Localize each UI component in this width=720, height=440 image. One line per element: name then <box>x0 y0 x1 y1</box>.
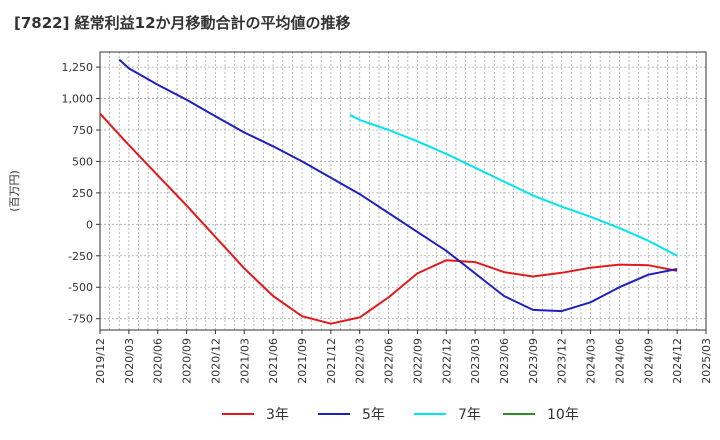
x-tick-label: 2023/12 <box>556 338 569 384</box>
x-tick-label: 2021/09 <box>296 338 309 384</box>
legend-label: 3年 <box>266 407 289 423</box>
x-tick-label: 2023/09 <box>527 338 540 384</box>
y-tick-label: 1,000 <box>62 93 94 106</box>
x-tick-label: 2021/03 <box>238 338 251 384</box>
x-tick-label: 2022/09 <box>411 338 424 384</box>
x-tick-label: 2019/12 <box>94 338 107 384</box>
x-tick-label: 2022/06 <box>383 338 396 384</box>
y-tick-label: -500 <box>68 281 93 294</box>
legend-item-4[interactable]: 10年 <box>503 407 579 423</box>
chart-title: [7822] 経常利益12か月移動合計の平均値の推移 <box>14 14 351 32</box>
y-tick-label: -750 <box>68 313 93 326</box>
x-tick-label: 2023/03 <box>469 338 482 384</box>
x-tick-label: 2022/03 <box>354 338 367 384</box>
x-tick-label: 2024/12 <box>671 338 684 384</box>
x-tick-label: 2020/06 <box>152 338 165 384</box>
y-tick-label: 1,250 <box>62 61 94 74</box>
x-tick-label: 2024/09 <box>642 338 655 384</box>
legend-item-2[interactable]: 5年 <box>318 407 385 423</box>
legend-item-1[interactable]: 3年 <box>222 407 289 423</box>
x-tick-label: 2025/03 <box>700 338 713 384</box>
y-tick-label: 500 <box>72 155 93 168</box>
x-tick-label: 2020/12 <box>209 338 222 384</box>
plot-frame <box>99 51 707 331</box>
y-tick-label: -250 <box>68 250 93 263</box>
x-tick-label: 2024/06 <box>613 338 626 384</box>
y-axis-label: (百万円) <box>8 170 21 212</box>
x-tick-label: 2021/06 <box>267 338 280 384</box>
series-line-3 <box>349 114 678 257</box>
x-tick-label: 2020/03 <box>123 338 136 384</box>
series-line-2 <box>118 58 678 313</box>
x-tick-label: 2022/12 <box>440 338 453 384</box>
y-tick-label: 0 <box>86 218 93 231</box>
series-line-1 <box>99 112 678 325</box>
y-tick-label: 250 <box>72 187 93 200</box>
x-tick-label: 2024/03 <box>585 338 598 384</box>
x-tick-label: 2020/09 <box>181 338 194 384</box>
legend-label: 10年 <box>547 407 579 423</box>
grid <box>99 52 707 330</box>
legend-label: 5年 <box>362 407 385 423</box>
x-tick-label: 2023/06 <box>498 338 511 384</box>
x-tick-label: 2021/12 <box>325 338 338 384</box>
legend-label: 7年 <box>458 407 481 423</box>
legend-item-3[interactable]: 7年 <box>414 407 481 423</box>
y-tick-label: 750 <box>72 124 93 137</box>
